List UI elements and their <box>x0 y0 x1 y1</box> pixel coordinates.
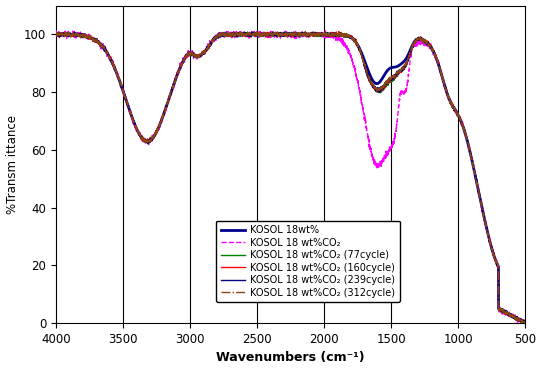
X-axis label: Wavenumbers (cm⁻¹): Wavenumbers (cm⁻¹) <box>216 352 365 364</box>
KOSOL 18 wt%CO₂ (160cycle) <box>233 32 240 36</box>
Line: KOSOL 18 wt%CO₂: KOSOL 18 wt%CO₂ <box>56 30 525 323</box>
KOSOL 18 wt%CO₂ (160cycle) <box>335 29 342 34</box>
KOSOL 18 wt%CO₂ (160cycle) <box>522 320 528 325</box>
KOSOL 18wt% <box>462 133 469 137</box>
KOSOL 18 wt%CO₂ <box>251 28 257 33</box>
KOSOL 18 wt%CO₂ <box>253 33 260 38</box>
KOSOL 18 wt%CO₂ (239cycle) <box>521 321 528 325</box>
Line: KOSOL 18 wt%CO₂ (312cycle): KOSOL 18 wt%CO₂ (312cycle) <box>56 31 525 323</box>
KOSOL 18wt% <box>106 55 113 60</box>
KOSOL 18 wt%CO₂ (77cycle) <box>53 31 59 36</box>
KOSOL 18wt% <box>53 32 59 37</box>
KOSOL 18 wt%CO₂ (160cycle) <box>53 31 59 36</box>
KOSOL 18 wt%CO₂ (77cycle) <box>134 128 141 132</box>
KOSOL 18 wt%CO₂ (239cycle) <box>241 30 248 34</box>
Line: KOSOL 18wt%: KOSOL 18wt% <box>56 34 525 323</box>
KOSOL 18 wt%CO₂ (312cycle) <box>522 321 528 325</box>
KOSOL 18 wt%CO₂ (239cycle) <box>233 32 240 37</box>
KOSOL 18 wt%CO₂ (160cycle) <box>462 132 469 137</box>
KOSOL 18 wt%CO₂ (77cycle) <box>462 133 469 138</box>
KOSOL 18 wt%CO₂ (160cycle) <box>519 321 525 325</box>
KOSOL 18 wt%CO₂ <box>233 32 240 37</box>
KOSOL 18 wt%CO₂ <box>462 132 469 137</box>
KOSOL 18 wt%CO₂ (312cycle) <box>134 127 141 131</box>
KOSOL 18wt% <box>233 32 240 37</box>
KOSOL 18 wt%CO₂ <box>53 31 59 36</box>
KOSOL 18 wt%CO₂ <box>134 128 141 132</box>
Line: KOSOL 18 wt%CO₂ (239cycle): KOSOL 18 wt%CO₂ (239cycle) <box>56 32 525 323</box>
KOSOL 18 wt%CO₂ (239cycle) <box>522 320 528 325</box>
KOSOL 18 wt%CO₂ (239cycle) <box>106 57 113 62</box>
KOSOL 18 wt%CO₂ (312cycle) <box>462 133 469 137</box>
KOSOL 18 wt%CO₂ (312cycle) <box>253 32 260 37</box>
KOSOL 18 wt%CO₂ (239cycle) <box>513 316 520 320</box>
KOSOL 18wt% <box>296 32 302 37</box>
KOSOL 18 wt%CO₂ <box>522 320 528 325</box>
KOSOL 18 wt%CO₂ <box>513 316 520 321</box>
KOSOL 18 wt%CO₂ (312cycle) <box>302 29 308 34</box>
KOSOL 18 wt%CO₂ (239cycle) <box>253 32 260 37</box>
KOSOL 18 wt%CO₂ (77cycle) <box>244 30 251 34</box>
KOSOL 18wt% <box>522 321 528 325</box>
KOSOL 18 wt%CO₂ (77cycle) <box>253 33 260 38</box>
KOSOL 18 wt%CO₂ (239cycle) <box>53 33 59 38</box>
KOSOL 18 wt%CO₂ (312cycle) <box>513 316 520 320</box>
Legend: KOSOL 18wt%, KOSOL 18 wt%CO₂, KOSOL 18 wt%CO₂ (77cycle), KOSOL 18 wt%CO₂ (160cyc: KOSOL 18wt%, KOSOL 18 wt%CO₂, KOSOL 18 w… <box>216 221 399 302</box>
KOSOL 18 wt%CO₂ (312cycle) <box>106 56 113 60</box>
KOSOL 18 wt%CO₂ (77cycle) <box>513 315 520 320</box>
KOSOL 18 wt%CO₂ (312cycle) <box>233 33 240 37</box>
KOSOL 18 wt%CO₂ (239cycle) <box>462 134 469 139</box>
Line: KOSOL 18 wt%CO₂ (77cycle): KOSOL 18 wt%CO₂ (77cycle) <box>56 32 525 323</box>
Line: KOSOL 18 wt%CO₂ (160cycle): KOSOL 18 wt%CO₂ (160cycle) <box>56 31 525 323</box>
KOSOL 18 wt%CO₂ (239cycle) <box>134 129 141 134</box>
KOSOL 18wt% <box>513 316 520 320</box>
KOSOL 18wt% <box>134 128 141 133</box>
KOSOL 18 wt%CO₂ (160cycle) <box>253 32 260 37</box>
KOSOL 18 wt%CO₂ (160cycle) <box>513 315 520 320</box>
KOSOL 18 wt%CO₂ (77cycle) <box>106 56 113 60</box>
KOSOL 18 wt%CO₂ (160cycle) <box>106 55 113 60</box>
KOSOL 18 wt%CO₂ (312cycle) <box>53 33 59 37</box>
Y-axis label: %Transm ittance: %Transm ittance <box>5 115 18 214</box>
KOSOL 18 wt%CO₂ <box>106 55 113 59</box>
KOSOL 18 wt%CO₂ <box>519 321 525 325</box>
KOSOL 18 wt%CO₂ (77cycle) <box>522 320 528 324</box>
KOSOL 18wt% <box>253 32 260 37</box>
KOSOL 18 wt%CO₂ (160cycle) <box>134 128 141 133</box>
KOSOL 18 wt%CO₂ (77cycle) <box>233 33 240 37</box>
KOSOL 18 wt%CO₂ (77cycle) <box>519 321 526 325</box>
KOSOL 18 wt%CO₂ (312cycle) <box>519 321 525 325</box>
